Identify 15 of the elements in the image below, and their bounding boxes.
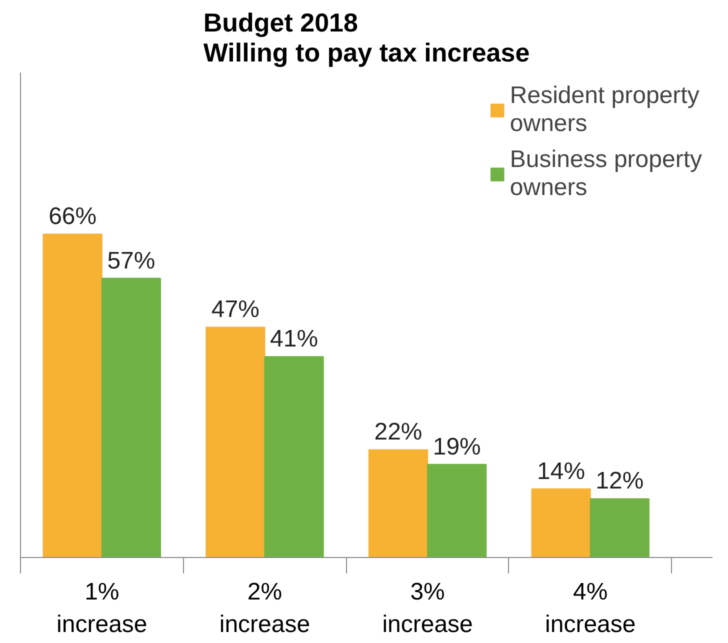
data-label: 19% <box>432 433 481 460</box>
x-tick-label: 3% increase <box>382 578 473 638</box>
data-label: 47% <box>211 296 260 324</box>
legend-label: Business property owners <box>510 146 702 202</box>
data-label: 22% <box>374 418 422 446</box>
data-label: 57% <box>107 247 156 274</box>
legend-label: Resident property owners <box>510 82 700 138</box>
data-label: 14% <box>537 458 586 485</box>
x-tick-label: 2% increase <box>219 578 310 638</box>
chart-title: Budget 2018 Willing to pay tax increase <box>203 8 530 68</box>
data-label: 12% <box>596 468 644 495</box>
x-tick-label: 1% increase <box>56 578 148 638</box>
data-label: 66% <box>48 203 97 230</box>
data-label: 41% <box>270 326 318 353</box>
x-tick-label: 4% increase <box>545 578 636 638</box>
